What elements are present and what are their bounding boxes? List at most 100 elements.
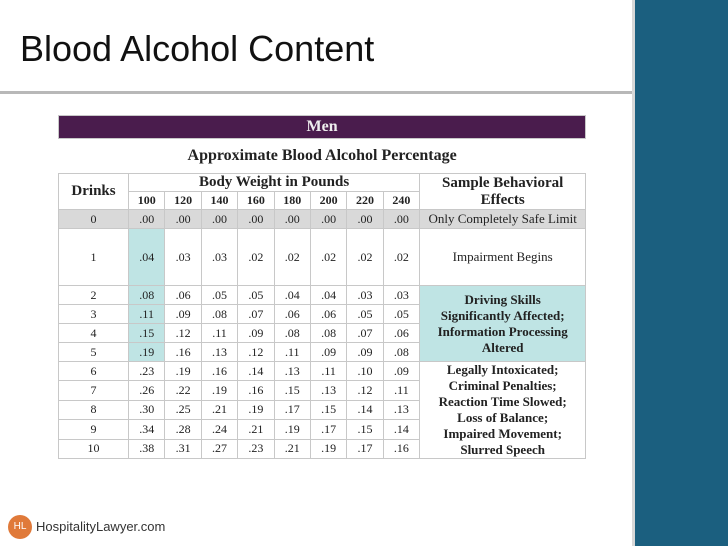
bac-table: Men Approximate Blood Alcohol Percentage… [57,115,587,460]
effect-line: Impaired Movement; [443,426,562,441]
bac-cell: .02 [273,228,311,286]
bac-cell: .00 [309,209,348,229]
bac-cell: .11 [382,380,421,401]
bac-cell: .14 [382,419,421,440]
bac-cell: .22 [164,380,202,401]
bac-cell: .03 [200,228,239,286]
bac-cell: .02 [346,228,384,286]
effect-line: Loss of Balance; [457,410,549,425]
bac-cell: .09 [309,342,348,362]
bac-cell: .15 [309,399,348,421]
bac-cell: .13 [382,399,421,421]
bac-cell: .05 [382,304,421,324]
drinks-cell: 1 [58,228,129,286]
table-row: 5.19.16.13.12.11.09.09.08 [58,342,586,362]
bac-cell: .21 [200,399,239,421]
bac-cell: .19 [127,342,166,362]
drinks-cell: 3 [58,304,129,324]
drinks-cell: 4 [58,323,129,343]
bac-cell: .27 [200,438,239,460]
bac-cell: .16 [200,360,239,382]
bac-cell: .00 [382,209,421,229]
bac-cell: .14 [237,360,275,382]
effect-line: Impairment Begins [452,249,553,264]
bac-cell: .34 [127,419,166,440]
bac-cell: .12 [237,342,275,362]
drinks-cell: 0 [58,209,129,229]
bac-cell: .24 [200,419,239,440]
bac-cell: .09 [346,342,384,362]
bac-cell: .23 [127,360,166,382]
effects-cell: Impairment Begins [419,228,587,286]
effect-line: Only Completely Safe Limit [428,211,577,226]
bac-cell: .06 [382,323,421,343]
effect-line: Criminal Penalties; [448,378,557,393]
table-row: 10.38.31.27.23.21.19.17.16 [58,438,586,460]
bac-cell: .04 [273,285,311,305]
bac-cell: .13 [200,342,239,362]
bac-cell: .00 [200,209,239,229]
bac-cell: .12 [346,380,384,401]
site-name: HospitalityLawyer.com [36,519,166,534]
bac-cell: .07 [346,323,384,343]
group-header: Men [57,115,587,139]
bac-cell: .07 [237,304,275,324]
bac-cell: .25 [164,399,202,421]
weight: 240 [382,191,421,210]
bac-cell: .38 [127,438,166,460]
bac-cell: .08 [273,323,311,343]
bac-cell: .00 [164,209,202,229]
effect-line: Significantly Affected; [440,307,565,323]
table-row: 0.00.00.00.00.00.00.00.00 Only Completely… [58,209,587,229]
bac-cell: .00 [237,209,275,229]
weight: 160 [237,191,275,210]
table-row: 8.30.25.21.19.17.15.14.13 [58,399,586,421]
drinks-cell: 8 [58,399,129,421]
effect-line: Slurred Speech [460,442,545,457]
bac-cell: .11 [200,323,239,343]
bac-cell: .11 [273,342,311,362]
bac-cell: .19 [237,399,275,421]
table-body: Men Approximate Blood Alcohol Percentage… [57,115,587,460]
drinks-cell: 9 [58,419,129,440]
bac-cell: .16 [382,438,421,460]
effects-cell: Driving Skills Significantly Affected; Inf… [419,285,587,362]
drinks-cell: 2 [58,285,129,305]
weight: 100 [127,191,166,210]
bac-cell: .08 [127,285,166,305]
weight: 140 [200,191,239,210]
bac-cell: .06 [309,304,348,324]
bac-cell: .17 [273,399,311,421]
drinks-cell: 5 [58,342,129,362]
bac-cell: .08 [382,342,421,362]
bac-cell: .14 [346,399,384,421]
bac-cell: .12 [164,323,202,343]
slide-title: Blood Alcohol Content [20,28,375,69]
weights-row: 100 120 140 160 180 200 220 240 [59,191,586,210]
effect-line: Legally Intoxicated; [446,362,559,377]
bac-cell: .16 [164,342,202,362]
effect-line: Driving Skills [464,291,541,307]
bac-cell: .11 [309,360,348,382]
bac-cell: .00 [273,209,311,229]
bac-cell: .17 [309,419,348,440]
bac-cell: .03 [346,285,384,305]
bac-cell: .02 [309,228,348,286]
bac-cell: .02 [382,228,421,286]
bac-cell: .30 [127,399,166,421]
bac-cell: .06 [273,304,311,324]
table-row: 9.34.28.24.21.19.17.15.14 [58,419,586,440]
bac-cell: .21 [237,419,275,440]
bac-cell: .13 [273,360,311,382]
bac-cell: .05 [237,285,275,305]
bac-cell: .19 [164,360,202,382]
effect-line: Reaction Time Slowed; [438,394,567,409]
bac-cell: .09 [164,304,202,324]
table-caption: Approximate Blood Alcohol Percentage [187,147,457,164]
bac-cell: .05 [346,304,384,324]
bac-cell: .21 [273,438,311,460]
bac-cell: .26 [127,380,166,401]
bac-cell: .19 [200,380,239,401]
bac-cell: .08 [309,323,348,343]
